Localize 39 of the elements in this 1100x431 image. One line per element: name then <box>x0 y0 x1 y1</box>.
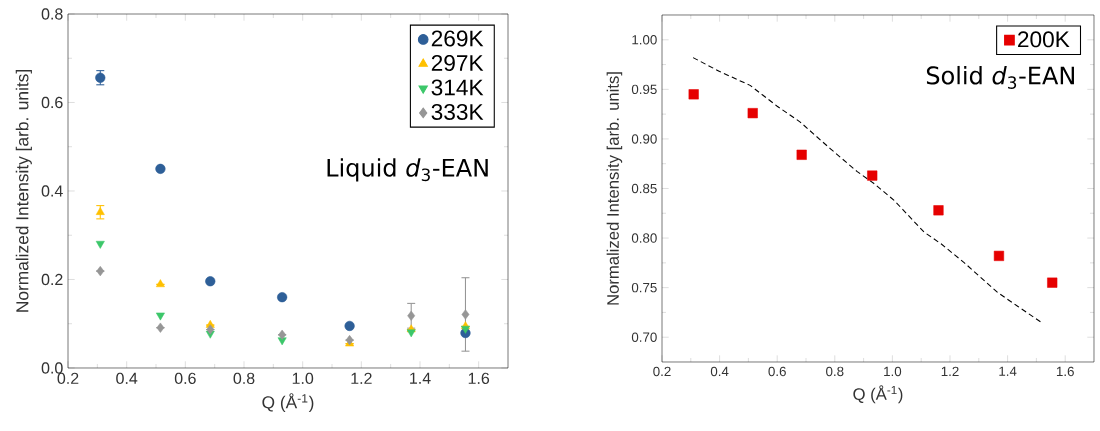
x-tick-label: 0.6 <box>174 372 196 385</box>
y-tick-label: 1.00 <box>632 35 657 45</box>
x-tick-label: 1.6 <box>468 372 490 385</box>
y-tick-label: 0.4 <box>41 185 63 197</box>
annotation: Liquid d$_{3}$-EAN <box>327 158 488 182</box>
y-tick-label: 0.8 <box>41 8 63 20</box>
legend-label: 314K <box>431 79 484 96</box>
legend-label: 333K <box>431 103 484 121</box>
x-tick-label: 1.2 <box>941 366 959 377</box>
y-axis-title: Normalized Intensity [arb. units] <box>606 72 623 305</box>
legend-label: 200K <box>1018 31 1070 48</box>
x-tick-label: 0.4 <box>710 366 729 377</box>
y-axis-title: Normalized Intensity [arb. units] <box>15 70 32 312</box>
x-tick-label: 0.4 <box>116 372 138 385</box>
legend-label: 297K <box>431 54 484 72</box>
y-tick-label: 0.95 <box>631 84 657 95</box>
x-tick-label: 1.4 <box>410 372 431 384</box>
legend-label: 269K <box>431 30 484 47</box>
annotation: Solid d$_{3}$-EAN <box>926 65 1074 89</box>
y-tick-label: 0.6 <box>41 96 63 109</box>
y-tick-label: 0.90 <box>631 134 657 144</box>
y-tick-label: 0.80 <box>631 233 657 243</box>
x-tick-label: 1.0 <box>884 366 902 377</box>
x-axis-title: Q (Å$^{-1}$) <box>262 393 314 412</box>
x-tick-label: 0.6 <box>768 366 786 377</box>
y-tick-label: 0.75 <box>631 282 657 293</box>
x-tick-label: 1.4 <box>999 366 1017 376</box>
x-axis-title: Q (Å$^{-1}$) <box>853 385 903 404</box>
y-tick-label: 0.2 <box>41 273 63 286</box>
y-tick-label: 0.70 <box>631 332 657 342</box>
y-tick-label: 0.0 <box>41 362 63 374</box>
x-tick-label: 1.6 <box>1056 366 1074 377</box>
x-tick-label: 0.8 <box>826 366 844 377</box>
y-tick-label: 0.85 <box>631 183 657 194</box>
x-tick-label: 0.2 <box>57 372 79 385</box>
x-tick-label: 1.0 <box>292 372 314 385</box>
x-tick-label: 1.2 <box>351 372 372 384</box>
x-tick-label: 0.2 <box>653 366 671 377</box>
x-tick-label: 0.8 <box>233 372 255 385</box>
